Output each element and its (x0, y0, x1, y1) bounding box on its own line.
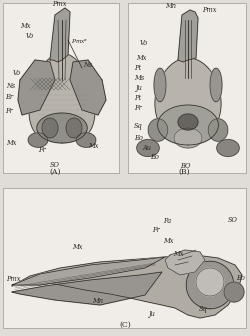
Polygon shape (178, 114, 198, 130)
Text: Mn: Mn (165, 2, 176, 10)
Text: Sq: Sq (199, 305, 208, 313)
Text: Vo: Vo (140, 39, 148, 47)
Text: (C): (C) (119, 321, 131, 329)
Bar (128, 3, 246, 173)
Polygon shape (178, 10, 198, 62)
Polygon shape (155, 58, 221, 132)
Text: Mx: Mx (6, 139, 16, 147)
Polygon shape (66, 118, 82, 138)
Text: Ns: Ns (83, 61, 92, 69)
Text: Mn: Mn (92, 297, 103, 305)
Polygon shape (12, 255, 242, 318)
Text: SO: SO (228, 216, 238, 224)
Text: Eo: Eo (236, 274, 245, 282)
Text: Pmx: Pmx (202, 6, 216, 14)
Text: BO: BO (180, 162, 190, 170)
Text: Fr: Fr (134, 104, 142, 112)
Polygon shape (217, 139, 239, 156)
Polygon shape (158, 105, 218, 145)
Text: Pt: Pt (134, 94, 141, 102)
Polygon shape (76, 133, 96, 147)
Text: Vo: Vo (13, 69, 21, 77)
Text: Fr: Fr (5, 107, 13, 115)
Text: Ms: Ms (134, 74, 144, 82)
Text: Eo: Eo (150, 153, 159, 161)
Polygon shape (37, 113, 87, 143)
Text: Pmx$^a$: Pmx$^a$ (71, 38, 88, 46)
Text: Mx: Mx (136, 54, 146, 62)
Polygon shape (196, 268, 224, 296)
Polygon shape (165, 250, 205, 275)
Text: Vo: Vo (26, 32, 34, 40)
Polygon shape (12, 272, 162, 305)
Text: Sq: Sq (134, 122, 143, 130)
Polygon shape (186, 261, 234, 309)
Text: Ns: Ns (6, 82, 15, 90)
Polygon shape (12, 257, 165, 285)
Text: Mx: Mx (20, 22, 30, 30)
Text: Pmx: Pmx (6, 275, 20, 283)
Polygon shape (18, 60, 55, 115)
Text: Pa: Pa (163, 217, 171, 225)
Text: Ju: Ju (148, 310, 155, 318)
Text: Er: Er (5, 93, 13, 101)
Text: Mx: Mx (88, 142, 99, 150)
Polygon shape (210, 68, 222, 102)
Polygon shape (208, 119, 228, 141)
Text: Fr: Fr (38, 146, 46, 154)
Text: Au: Au (142, 144, 151, 152)
Polygon shape (137, 139, 159, 156)
Text: (A): (A) (49, 168, 61, 176)
Polygon shape (154, 68, 166, 102)
Text: (B): (B) (178, 168, 190, 176)
Text: Mx: Mx (163, 237, 173, 245)
Text: Eo: Eo (134, 134, 143, 142)
Text: Pmx: Pmx (52, 0, 66, 8)
Polygon shape (42, 118, 58, 138)
Polygon shape (50, 8, 70, 62)
Bar (3, 3, 119, 173)
Polygon shape (70, 60, 106, 115)
Text: Fr: Fr (152, 226, 160, 234)
Text: Mx: Mx (173, 250, 184, 258)
Text: Pt: Pt (134, 64, 141, 72)
Text: Mx: Mx (72, 243, 83, 251)
Polygon shape (224, 282, 244, 302)
Text: Ju: Ju (135, 84, 142, 92)
Polygon shape (148, 119, 168, 141)
Polygon shape (29, 53, 95, 137)
Polygon shape (28, 133, 48, 147)
Bar (3, 188, 246, 328)
Text: SO: SO (50, 161, 60, 169)
Polygon shape (174, 128, 202, 148)
